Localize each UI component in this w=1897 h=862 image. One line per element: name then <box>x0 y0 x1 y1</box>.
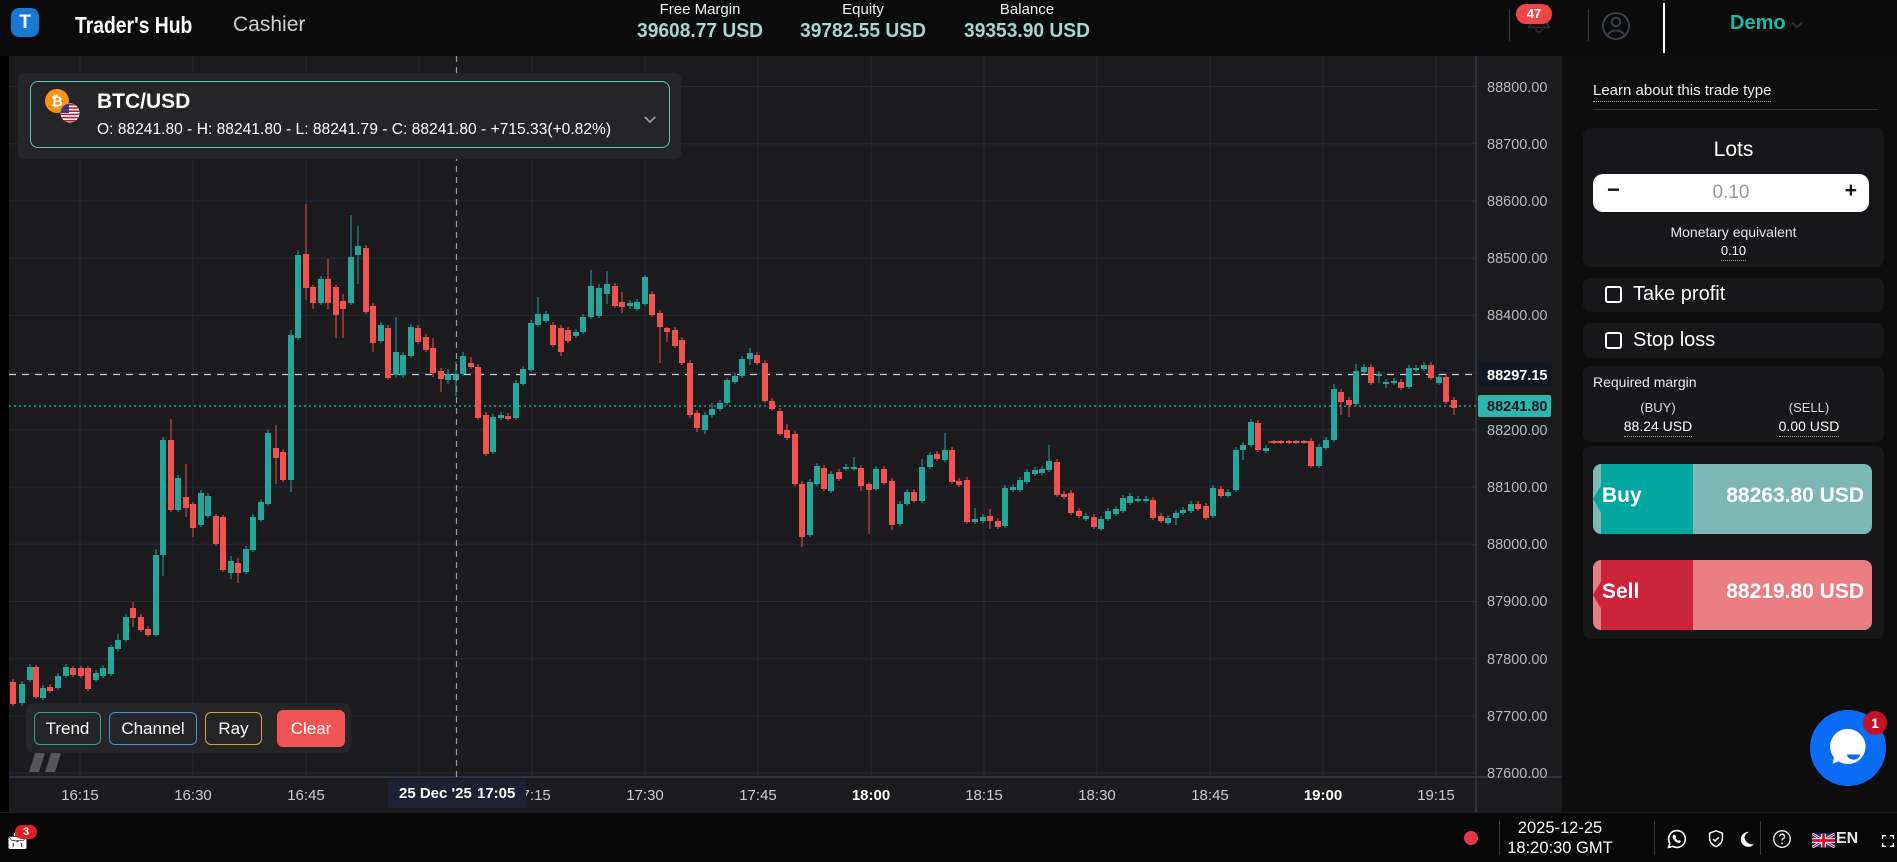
svg-text:88200.00: 88200.00 <box>1487 423 1547 439</box>
svg-text:88600.00: 88600.00 <box>1487 194 1547 210</box>
svg-text:88297.15: 88297.15 <box>1487 368 1547 384</box>
svg-text:87700.00: 87700.00 <box>1487 709 1547 725</box>
svg-text:17:30: 17:30 <box>626 787 664 804</box>
svg-text:18:15: 18:15 <box>965 787 1003 804</box>
svg-text:16:15: 16:15 <box>61 787 99 804</box>
svg-text:87900.00: 87900.00 <box>1487 594 1547 610</box>
svg-text:16:30: 16:30 <box>174 787 212 804</box>
svg-text:16:45: 16:45 <box>287 787 325 804</box>
svg-text:₿: ₿ <box>51 93 62 109</box>
svg-text:88241.80: 88241.80 <box>1487 399 1547 415</box>
svg-text:88500.00: 88500.00 <box>1487 251 1547 267</box>
svg-text:88000.00: 88000.00 <box>1487 537 1547 553</box>
svg-text:88700.00: 88700.00 <box>1487 137 1547 153</box>
svg-text:17:05: 17:05 <box>477 785 515 802</box>
svg-text:18:30: 18:30 <box>1078 787 1116 804</box>
svg-text:88400.00: 88400.00 <box>1487 308 1547 324</box>
svg-text:87600.00: 87600.00 <box>1487 766 1547 782</box>
svg-text:17:45: 17:45 <box>739 787 777 804</box>
svg-text:87800.00: 87800.00 <box>1487 652 1547 668</box>
svg-text:19:15: 19:15 <box>1417 787 1455 804</box>
svg-text:25 Dec '25: 25 Dec '25 <box>399 785 472 802</box>
svg-text:18:45: 18:45 <box>1191 787 1229 804</box>
svg-text:88800.00: 88800.00 <box>1487 80 1547 96</box>
svg-text:19:00: 19:00 <box>1304 787 1342 804</box>
svg-text:88100.00: 88100.00 <box>1487 480 1547 496</box>
svg-text:18:00: 18:00 <box>852 787 890 804</box>
